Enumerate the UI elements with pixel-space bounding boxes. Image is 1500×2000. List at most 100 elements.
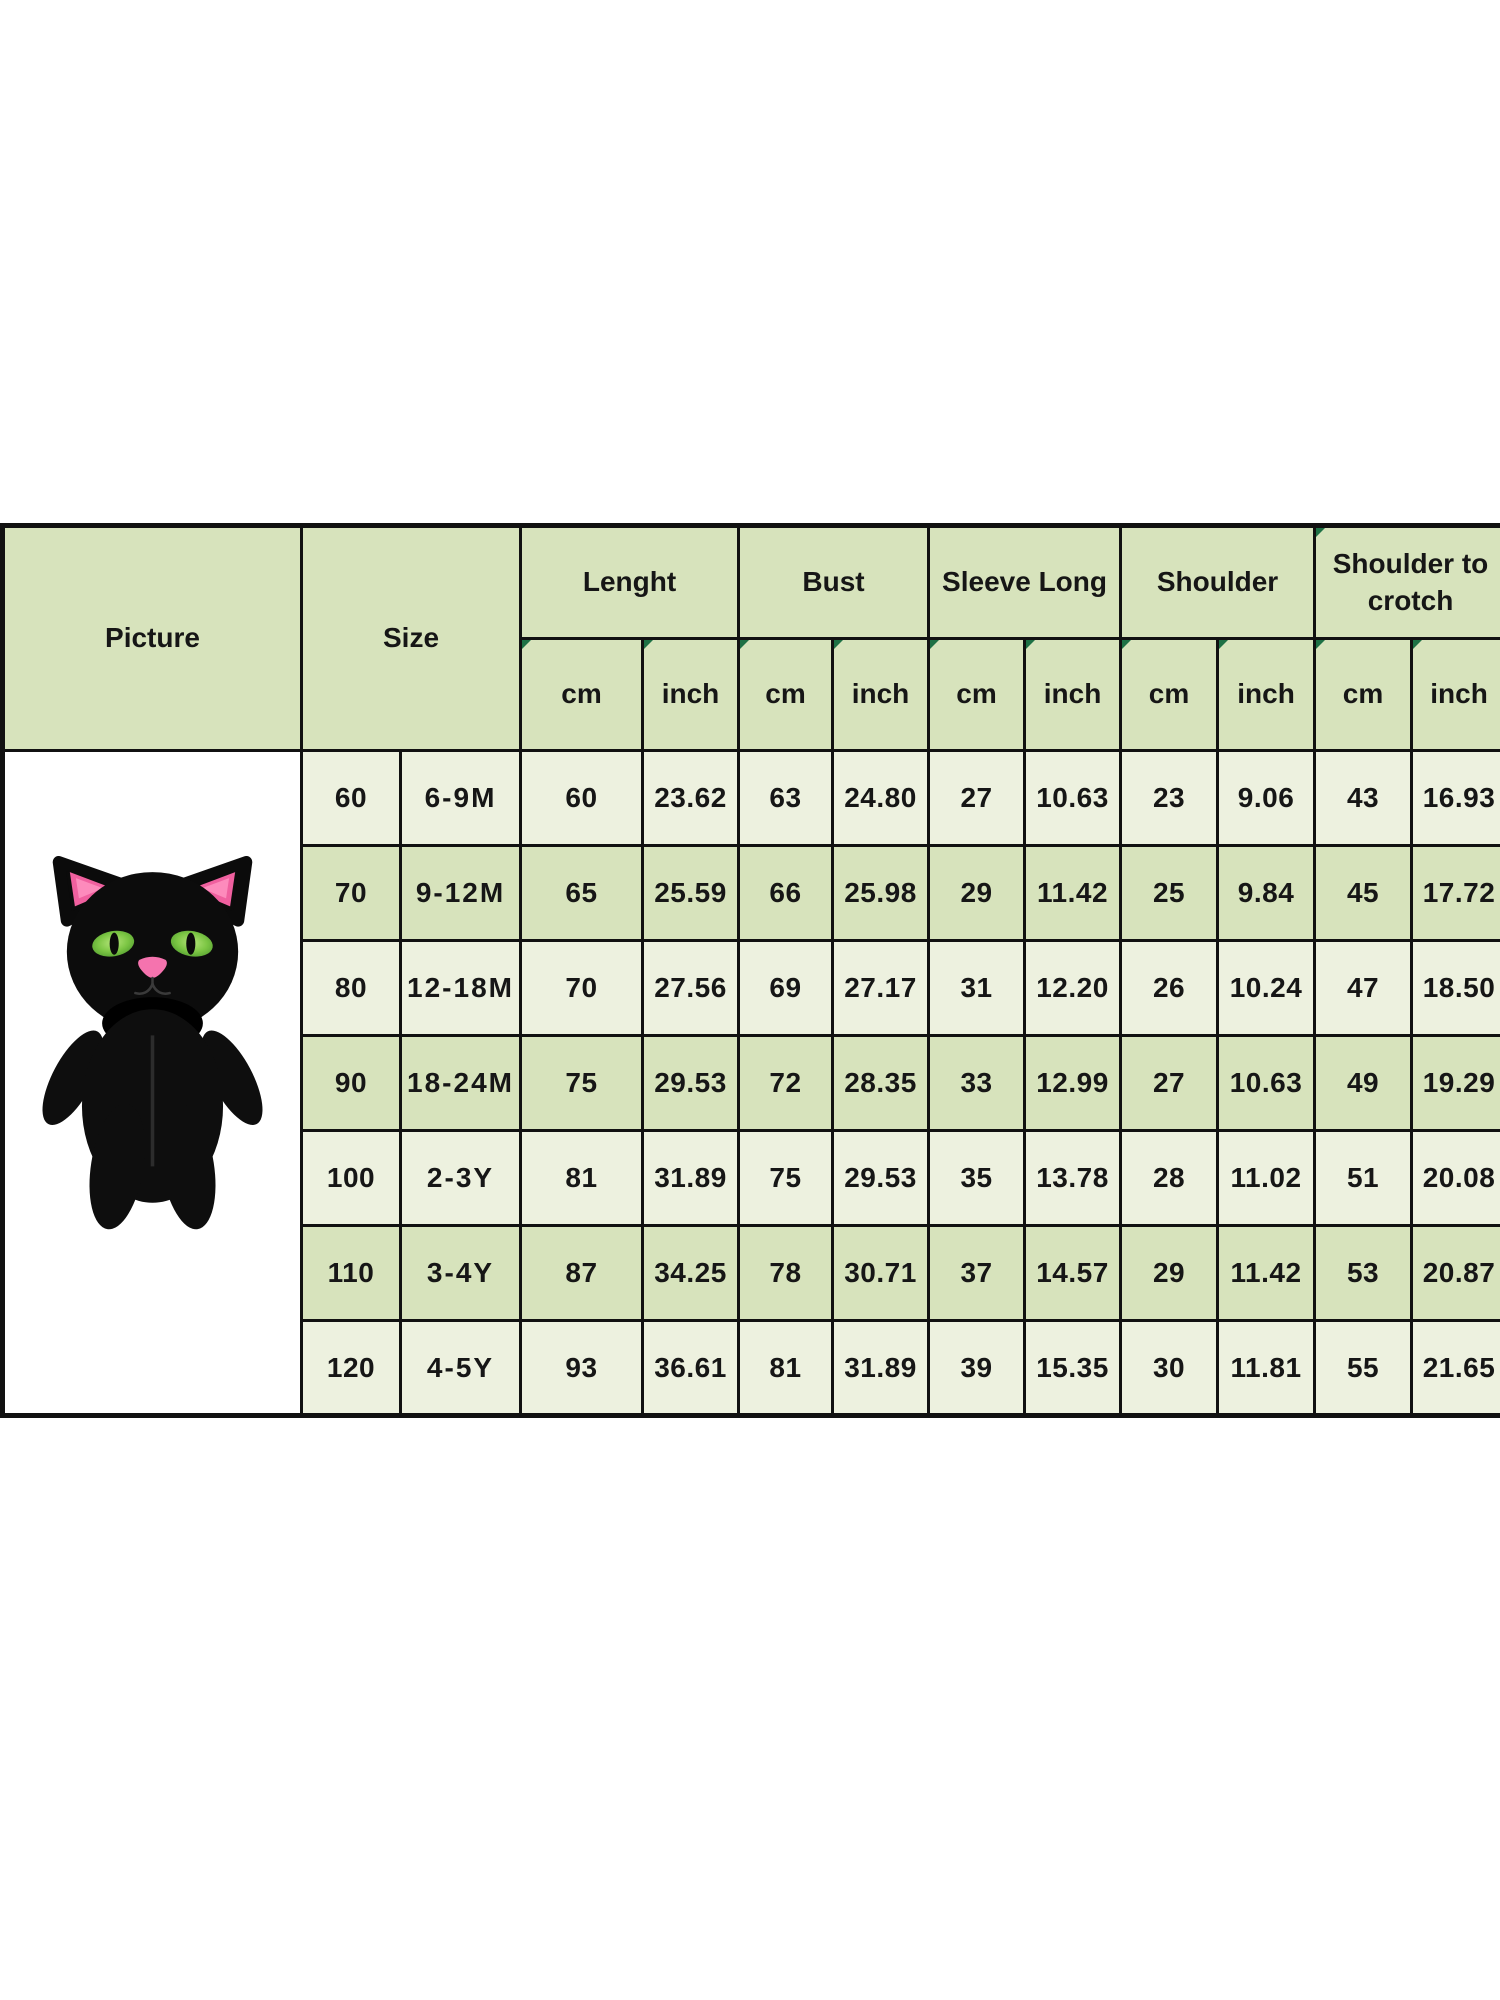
measurement-cell: 37 (927, 1224, 1027, 1322)
measurement-cell: 21.65 (1410, 1319, 1500, 1417)
flag-triangle-icon (1317, 641, 1328, 651)
table-row: 80 12-18M 70 27.56 69 27.17 31 12.20 26 … (3, 939, 1500, 1037)
flag-triangle-icon (741, 641, 751, 651)
flag-triangle-icon (1027, 641, 1038, 651)
cat-mouth (134, 976, 171, 995)
flag-triangle-icon (645, 641, 655, 651)
measurement-cell: 29.53 (830, 1129, 931, 1227)
measurement-cell: 35 (927, 1129, 1027, 1227)
unit-label: cm (561, 678, 602, 710)
size-cell: 120 (300, 1319, 402, 1417)
measurement-cell: 26 (1119, 939, 1220, 1037)
measurement-cell: 12.99 (1023, 1034, 1123, 1132)
age-cell: 9-12M (399, 844, 522, 942)
unit-cell-length-inch: inch (641, 637, 740, 752)
measurement-cell: 25.59 (641, 844, 740, 942)
measurement-cell: 27 (1119, 1034, 1220, 1132)
measurement-cell: 14.57 (1023, 1224, 1123, 1322)
size-chart-region: Picture Size Lenght Bust Sleeve Long Sho… (0, 523, 1500, 1421)
flag-triangle-icon (1220, 641, 1231, 651)
measurement-cell: 12.20 (1023, 939, 1123, 1037)
table-row: 60 6-9M 60 23.62 63 24.80 27 10.63 23 9.… (1, 749, 1500, 1417)
unit-label: inch (661, 678, 720, 710)
measurement-cell: 39 (927, 1319, 1027, 1417)
age-cell: 18-24M (399, 1034, 522, 1132)
measurement-cell: 69 (737, 939, 834, 1037)
measurement-cell: 72 (737, 1034, 834, 1132)
measurement-cell: 11.81 (1216, 1319, 1317, 1417)
age-cell: 4-5Y (399, 1319, 522, 1417)
measurement-cell: 28.35 (830, 1034, 931, 1132)
measurement-cell: 65 (519, 844, 644, 942)
product-photo-cell (1, 749, 303, 1417)
measurement-cell: 9.06 (1216, 749, 1317, 847)
flag-triangle-icon (835, 641, 845, 651)
measurement-cell: 20.87 (1410, 1224, 1500, 1322)
size-cell: 110 (300, 1224, 402, 1322)
measurement-cell: 47 (1313, 939, 1414, 1037)
header-group-length: Lenght (519, 524, 740, 640)
measurement-cell: 9.84 (1216, 844, 1317, 942)
size-cell: 100 (300, 1129, 402, 1227)
unit-label: cm (956, 678, 997, 710)
measurement-cell: 66 (737, 844, 834, 942)
measurement-cell: 51 (1313, 1129, 1414, 1227)
size-cell: 90 (300, 1034, 402, 1132)
measurement-cell: 25.98 (830, 844, 931, 942)
header-size: Size (300, 524, 522, 752)
cat-nose-icon (138, 956, 167, 978)
unit-cell-sleeve-inch: inch (1023, 637, 1123, 752)
measurement-cell: 13.78 (1023, 1129, 1123, 1227)
unit-cell-length-cm: cm (519, 637, 644, 752)
header-group-sleeve-long: Sleeve Long (927, 524, 1123, 640)
unit-cell-bust-cm: cm (737, 637, 834, 752)
age-cell: 3-4Y (399, 1224, 522, 1322)
measurement-cell: 31.89 (830, 1319, 931, 1417)
age-cell: 12-18M (399, 939, 522, 1037)
measurement-cell: 93 (519, 1319, 644, 1417)
measurement-cell: 11.42 (1216, 1224, 1317, 1322)
measurement-cell: 75 (519, 1034, 644, 1132)
header-unit-row: cm inch cm inch cm inch cm inch cm inch (3, 637, 1500, 752)
unit-cell-shoulder-cm: cm (1119, 637, 1220, 752)
measurement-cell: 18.50 (1410, 939, 1500, 1037)
measurement-cell: 60 (519, 749, 644, 847)
header-picture: Picture (1, 524, 303, 752)
measurement-cell: 24.80 (830, 749, 931, 847)
unit-cell-crotch-inch: inch (1410, 637, 1500, 752)
measurement-cell: 16.93 (1410, 749, 1500, 847)
measurement-cell: 36.61 (641, 1319, 740, 1417)
measurement-cell: 30.71 (830, 1224, 931, 1322)
measurement-cell: 17.72 (1410, 844, 1500, 942)
measurement-cell: 43 (1313, 749, 1414, 847)
unit-label: cm (1342, 678, 1384, 710)
measurement-cell: 30 (1119, 1319, 1220, 1417)
measurement-cell: 31.89 (641, 1129, 740, 1227)
measurement-cell: 25 (1119, 844, 1220, 942)
flag-triangle-icon (1123, 641, 1134, 651)
measurement-cell: 75 (737, 1129, 834, 1227)
measurement-cell: 29.53 (641, 1034, 740, 1132)
measurement-cell: 10.24 (1216, 939, 1317, 1037)
age-cell: 2-3Y (399, 1129, 522, 1227)
table-row: 120 4-5Y 93 36.61 81 31.89 39 15.35 30 1… (3, 1319, 1500, 1417)
table-row: 100 2-3Y 81 31.89 75 29.53 35 13.78 28 1… (3, 1129, 1500, 1227)
measurement-cell: 19.29 (1410, 1034, 1500, 1132)
header-group-row: Picture Size Lenght Bust Sleeve Long Sho… (1, 524, 1500, 752)
flag-triangle-icon (931, 641, 942, 651)
measurement-cell: 45 (1313, 844, 1414, 942)
measurement-cell: 55 (1313, 1319, 1414, 1417)
black-cat-costume-photo (42, 856, 263, 1230)
measurement-cell: 11.42 (1023, 844, 1123, 942)
measurement-cell: 63 (737, 749, 834, 847)
header-group-shoulder: Shoulder (1119, 524, 1317, 640)
measurement-cell: 15.35 (1023, 1319, 1123, 1417)
cat-eyes-icon (92, 930, 213, 957)
header-group-bust: Bust (736, 524, 931, 640)
table-row: 90 18-24M 75 29.53 72 28.35 33 12.99 27 … (3, 1034, 1500, 1132)
measurement-cell: 31 (927, 939, 1027, 1037)
measurement-cell: 23.62 (641, 749, 740, 847)
measurement-cell: 27.17 (830, 939, 931, 1037)
unit-cell-shoulder-inch: inch (1216, 637, 1317, 752)
